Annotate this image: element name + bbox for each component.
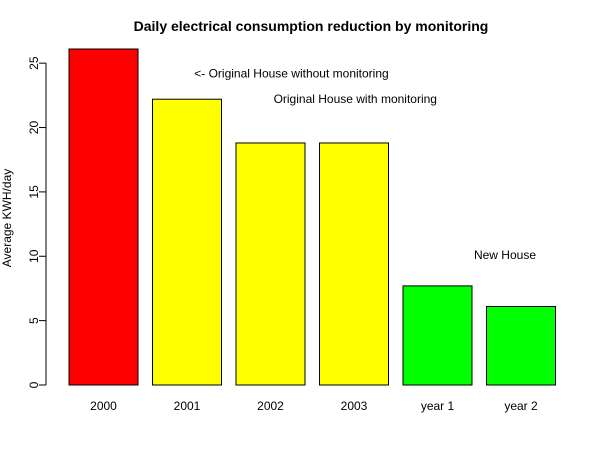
x-tick-label: 2003 [341,399,368,413]
y-tick-label: 10 [27,249,41,263]
bar-year-1 [402,285,473,386]
y-tick-label: 5 [27,317,41,324]
bar-2003 [319,142,389,386]
x-tick-label: year 1 [421,399,455,413]
bar-2001 [152,98,222,386]
y-axis: 0 5 10 15 20 25 [27,56,47,388]
annotation-text: Original House with monitoring [274,92,437,106]
bar-2002 [235,142,306,386]
x-tick-label: 2000 [90,399,117,413]
x-tick-label: year 2 [504,399,538,413]
x-tick-labels: 2000 2001 2002 2003 year 1 year 2 [90,399,538,413]
y-tick-label: 0 [27,381,41,388]
annotation-text: <- Original House without monitoring [194,66,388,80]
x-tick-label: 2001 [174,399,201,413]
annotations-group: <- Original House without monitoring Orig… [194,66,536,262]
annotation-text: New House [474,248,536,262]
bar-2000 [68,48,139,386]
y-tick-label: 25 [27,56,41,70]
chart-title: Daily electrical consumption reduction b… [134,18,489,34]
y-tick-label: 20 [27,121,41,135]
y-axis-label: Average KWH/day [0,169,14,268]
bars-group [68,48,556,386]
x-tick-label: 2002 [257,399,284,413]
bar-year-2 [486,305,556,386]
y-tick-label: 15 [27,185,41,199]
